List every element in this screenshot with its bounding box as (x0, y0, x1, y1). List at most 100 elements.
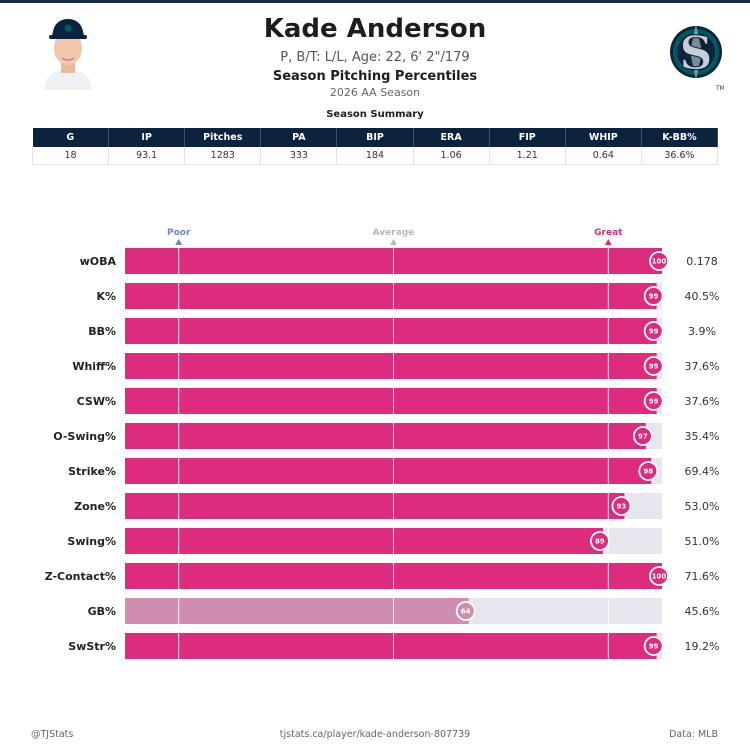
percentile-badge (455, 601, 476, 621)
stat-value: 53.0% (685, 500, 720, 513)
summary-cell: 1.21 (489, 147, 566, 165)
summary-cell: 18 (31, 147, 110, 165)
percentile-badge (643, 636, 664, 656)
percentile-value: 97 (638, 433, 648, 441)
metric-label: GB% (88, 605, 116, 618)
percentile-row: SwStr% 99 19.2% (68, 633, 719, 659)
percentile-value: 98 (643, 468, 653, 476)
percentile-chart: Poor Average Great wOBA 100 0.178 K% 99 40.5% BB%… (45, 228, 720, 659)
top-border (0, 0, 750, 3)
percentile-value: 100 (652, 258, 667, 266)
summary-col-header: IP (108, 128, 186, 147)
footer-credit: @TJStats (31, 729, 74, 740)
stat-value: 40.5% (685, 290, 720, 303)
summary-cell: 184 (336, 147, 414, 165)
percentile-row: K% 99 40.5% (96, 283, 719, 309)
summary-value-row: 18 93.1 1283 333 184 1.06 1.21 0.64 36.6% (31, 147, 719, 165)
season-summary-table: G IP Pitches PA BIP ERA FIP WHIP K-BB% 18 93.1 128… (31, 128, 719, 165)
metric-label: Swing% (67, 535, 116, 548)
percentile-bar (125, 388, 657, 414)
stat-value: 0.178 (686, 255, 718, 268)
summary-col-header: BIP (336, 128, 414, 147)
percentile-row: Whiff% 99 37.6% (72, 353, 719, 379)
percentile-bar (125, 283, 657, 309)
percentile-badge (649, 566, 669, 586)
stat-value: 51.0% (685, 535, 720, 548)
metric-label: Strike% (68, 465, 116, 478)
percentile-value: 89 (595, 538, 605, 546)
percentile-bar (125, 633, 657, 659)
footer-data-source: Data: MLB (669, 729, 718, 740)
percentile-badge (643, 356, 664, 376)
summary-col-header: PA (260, 128, 338, 147)
summary-col-header: WHIP (565, 128, 642, 147)
marker-arrow-icon (175, 239, 183, 245)
stat-value: 19.2% (685, 640, 720, 653)
percentile-row: Swing% 89 51.0% (67, 528, 719, 554)
percentile-bar (125, 353, 657, 379)
percentile-bar (125, 598, 469, 624)
percentile-badge (638, 461, 659, 481)
summary-col-header: FIP (489, 128, 566, 147)
percentile-value: 93 (617, 503, 627, 511)
percentile-row: Zone% 93 53.0% (74, 493, 719, 519)
percentile-row: GB% 64 45.6% (88, 598, 720, 624)
metric-label: BB% (88, 325, 116, 338)
summary-col-header: G (32, 128, 110, 147)
chart-title: Season Pitching Percentiles (272, 69, 478, 84)
player-name: Kade Anderson (263, 14, 487, 44)
stat-value: 71.6% (685, 570, 720, 583)
percentile-row: wOBA 100 0.178 (80, 248, 718, 274)
stat-value: 45.6% (685, 605, 720, 618)
percentile-badge (643, 321, 664, 341)
percentile-row: Strike% 98 69.4% (68, 458, 719, 484)
percentile-badge (643, 391, 664, 411)
metric-label: wOBA (80, 255, 117, 268)
team-logo: S TM (670, 24, 724, 92)
summary-cell: 1.06 (413, 147, 490, 165)
marker-arrow-icon (604, 239, 612, 245)
summary-cell: 36.6% (641, 147, 719, 165)
percentile-badge (643, 286, 664, 306)
percentile-bar (125, 423, 646, 449)
percentile-value: 100 (652, 573, 667, 581)
percentile-value: 99 (649, 363, 659, 371)
percentile-badge (649, 251, 669, 271)
summary-col-header: K-BB% (641, 128, 719, 147)
summary-cell: 0.64 (565, 147, 642, 165)
summary-cell: 1283 (184, 147, 262, 165)
percentile-badge (611, 496, 632, 516)
metric-label: CSW% (77, 395, 116, 408)
stat-value: 37.6% (685, 360, 720, 373)
marker-label-average: Average (373, 228, 415, 238)
percentile-row: O-Swing% 97 35.4% (53, 423, 719, 449)
logo-tm: TM (715, 85, 724, 92)
marker-label-poor: Poor (167, 228, 191, 238)
summary-title: Season Summary (326, 109, 424, 120)
percentile-bar (125, 493, 625, 519)
metric-label: Whiff% (72, 360, 116, 373)
percentile-value: 99 (649, 328, 659, 336)
percentile-value: 64 (461, 608, 471, 616)
percentile-bar (125, 318, 657, 344)
footer-url: tjstats.ca/player/kade-anderson-807739 (279, 729, 471, 740)
stat-value: 35.4% (685, 430, 720, 443)
percentile-badge (590, 531, 610, 551)
percentile-badge (632, 426, 653, 446)
season-label: 2026 AA Season (329, 86, 421, 99)
logo-letter: S (679, 26, 712, 80)
percentile-bar (125, 528, 603, 554)
metric-label: K% (96, 290, 116, 303)
marker-label-great: Great (594, 228, 623, 238)
percentile-value: 99 (649, 398, 659, 406)
metric-label: SwStr% (68, 640, 116, 653)
percentile-row: Z-Contact% 100 71.6% (45, 563, 720, 589)
marker-arrow-icon (390, 239, 397, 245)
player-info: P, B/T: L/L, Age: 22, 6' 2"/179 (280, 50, 470, 65)
summary-cell: 93.1 (108, 147, 186, 165)
percentile-value: 99 (649, 643, 659, 651)
summary-col-header: Pitches (184, 128, 262, 147)
percentile-row: BB% 99 3.9% (88, 318, 716, 344)
stat-value: 69.4% (685, 465, 720, 478)
percentile-value: 99 (649, 293, 659, 301)
